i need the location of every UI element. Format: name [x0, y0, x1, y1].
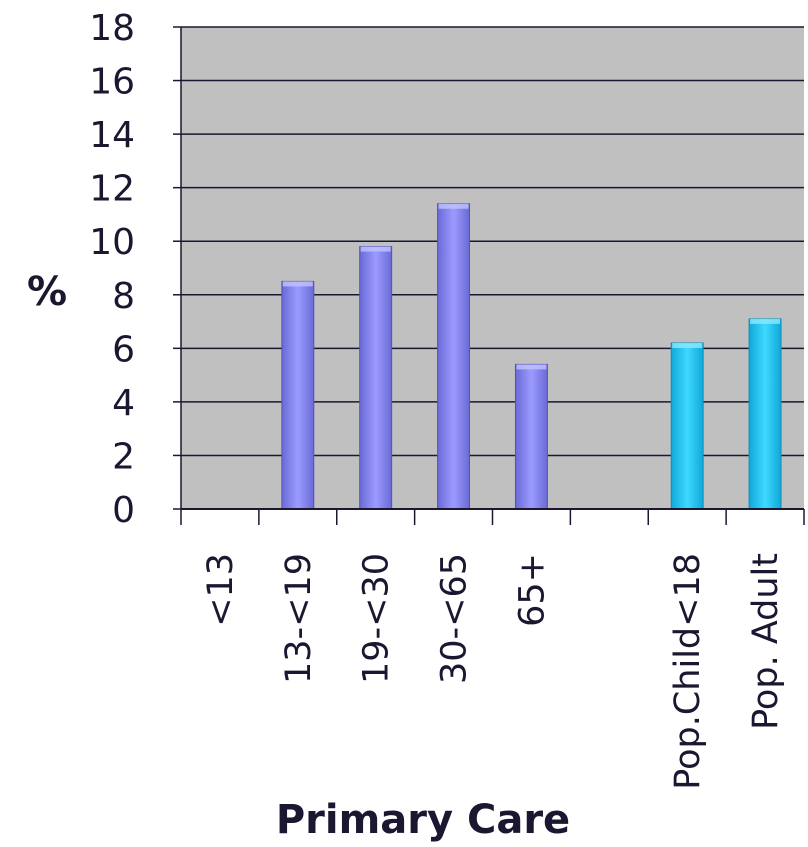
y-tick-label: 18: [89, 8, 135, 49]
x-category-label: Pop.Child<18: [668, 553, 708, 790]
bar: [748, 318, 782, 510]
x-category-label: <13: [201, 553, 241, 627]
x-category-labels: <13 13-<19 19-<30 30-<65 65+ Pop.Child<18 Pop.…: [201, 553, 786, 790]
y-tick-label: 8: [112, 276, 135, 317]
x-category-label: 65+: [512, 553, 552, 627]
bar-highlight: [750, 318, 781, 324]
y-tick-label: 14: [89, 115, 135, 156]
y-tick-label: 4: [112, 383, 135, 424]
bar: [514, 363, 548, 510]
y-tick-label: 10: [89, 222, 135, 263]
bar: [359, 246, 393, 510]
y-tick-label: 0: [112, 490, 135, 531]
y-tick-label: 6: [112, 329, 135, 370]
bar: [281, 280, 315, 510]
bar-highlight: [360, 246, 391, 252]
y-tick-label: 2: [112, 436, 135, 477]
plot-area: [181, 27, 804, 509]
bar-highlight: [672, 342, 703, 348]
x-category-label: 30-<65: [435, 553, 475, 684]
bar-highlight: [516, 364, 547, 370]
y-axis-title: %: [27, 269, 67, 315]
bar-highlight: [282, 281, 313, 287]
x-category-label: Pop. Adult: [746, 553, 786, 730]
y-tick-label: 12: [89, 169, 135, 210]
bar: [670, 342, 704, 510]
x-category-label: 13-<19: [279, 553, 319, 684]
y-tick-labels: 0 2 4 6 8 10 12 14 16 18: [89, 8, 135, 531]
x-category-label: 19-<30: [357, 553, 397, 684]
bars: [281, 203, 782, 510]
y-tick-label: 16: [89, 62, 135, 103]
bar-highlight: [438, 203, 469, 209]
axes: [173, 26, 805, 525]
x-axis-title: Primary Care: [276, 797, 570, 843]
bar: [437, 203, 471, 510]
